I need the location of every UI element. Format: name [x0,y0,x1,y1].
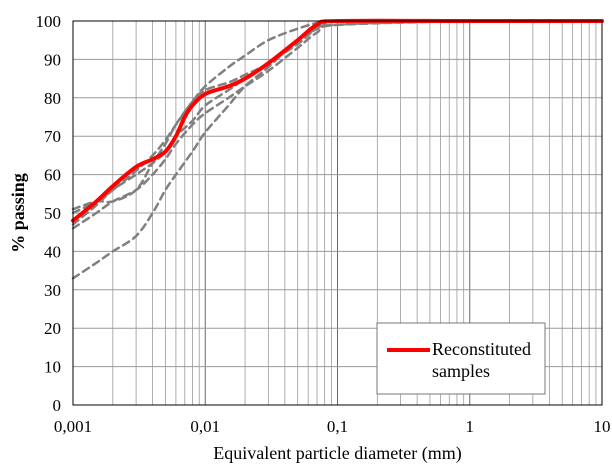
series-line-sample-5 [71,19,604,226]
plot-frame [72,20,603,406]
legend-label-line: Reconstituted [432,339,531,359]
y-tick-label: 10 [44,358,61,377]
y-tick-label: 20 [44,319,61,338]
y-tick-label: 100 [36,12,62,31]
legend-label-reconstituted: Reconstituted samples [432,339,531,381]
x-tick-label: 1 [466,417,475,436]
x-tick-label: 0,001 [54,417,92,436]
y-tick-label: 50 [44,204,61,223]
legend-label-line: samples [432,361,490,381]
legend-box [376,322,546,395]
y-axis-title: % passing [8,173,28,253]
y-axis-tick-labels: 0 10 20 30 40 50 60 70 80 90 100 [36,12,62,415]
y-tick-label: 0 [53,396,62,415]
y-tick-label: 90 [44,50,61,69]
x-tick-label: 0,1 [327,417,348,436]
y-tick-label: 80 [44,89,61,108]
x-axis-tick-labels: 0,001 0,01 0,1 1 10 [54,417,611,436]
legend: Reconstituted samples [376,322,546,395]
y-tick-label: 60 [44,166,61,185]
y-tick-label: 30 [44,281,61,300]
x-axis-title: Equivalent particle diameter (mm) [213,443,461,464]
x-tick-label: 10 [594,417,611,436]
y-tick-label: 70 [44,127,61,146]
x-tick-label: 0,01 [190,417,220,436]
y-tick-label: 40 [44,242,61,261]
